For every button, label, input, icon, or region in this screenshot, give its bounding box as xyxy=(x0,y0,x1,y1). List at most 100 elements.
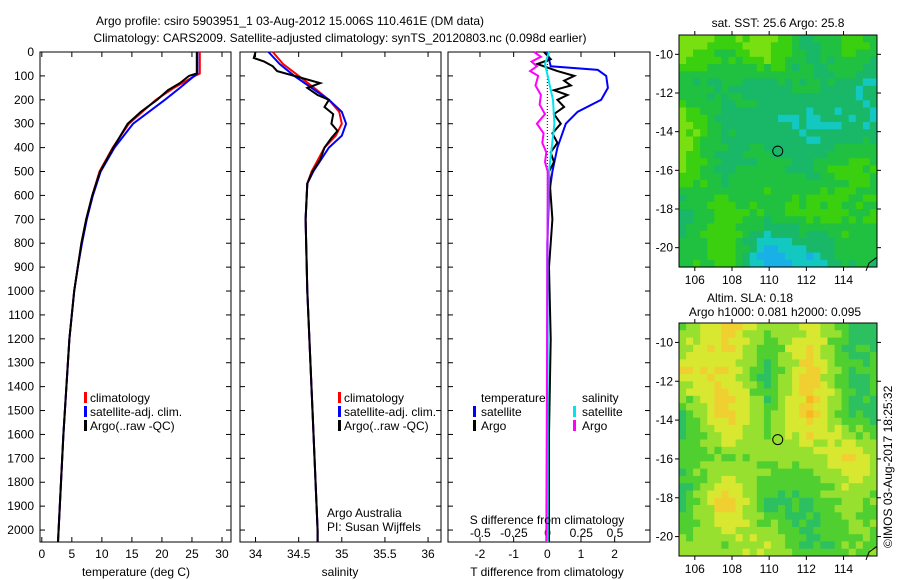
map-cell xyxy=(862,359,871,368)
map-cell xyxy=(841,461,850,470)
map-cell xyxy=(728,468,737,477)
map-cell xyxy=(841,534,850,542)
map-cell xyxy=(749,107,758,116)
x-tick-label: 25 xyxy=(185,547,199,561)
map-cell xyxy=(763,366,772,375)
map-cell xyxy=(721,85,729,94)
map-cell xyxy=(813,388,821,397)
map-cell xyxy=(827,122,836,130)
map-cell xyxy=(756,366,765,375)
map-cell xyxy=(714,381,722,390)
map-cell xyxy=(707,475,715,484)
map-cell xyxy=(806,388,814,397)
map-cell xyxy=(799,172,807,181)
map-cell xyxy=(820,114,828,123)
map-cell xyxy=(778,403,786,411)
map-cell xyxy=(785,366,793,375)
map-cell xyxy=(707,512,715,521)
map-cell xyxy=(869,100,878,109)
map-cell xyxy=(834,424,843,433)
map-cell xyxy=(756,245,765,254)
map-cell xyxy=(848,475,857,484)
map-cell xyxy=(700,201,708,210)
x-tick-label: 2 xyxy=(611,547,618,561)
map-cell xyxy=(785,180,793,188)
map-cell xyxy=(735,461,744,470)
map-cell xyxy=(763,432,772,440)
map-cell xyxy=(785,49,793,58)
map-cell xyxy=(763,519,772,528)
map-cell xyxy=(707,374,715,382)
x2-tick-label: 0.5 xyxy=(607,526,624,540)
map-cell xyxy=(756,534,765,542)
map-cell xyxy=(735,56,744,65)
map-cell xyxy=(686,403,694,411)
map-cell xyxy=(792,330,800,339)
map-cell xyxy=(679,519,687,528)
map-cell xyxy=(721,541,729,550)
map-cell xyxy=(749,122,758,130)
map-cell xyxy=(700,187,708,196)
map-cell xyxy=(820,512,828,521)
map-cell xyxy=(763,187,772,196)
map-cell xyxy=(813,129,821,138)
map-cell xyxy=(820,526,828,535)
map-cell xyxy=(742,330,751,339)
map-cell xyxy=(721,483,729,491)
map-cell xyxy=(869,483,878,491)
map-cell xyxy=(820,172,828,181)
map-cell xyxy=(700,417,708,426)
map-cell xyxy=(693,223,701,232)
map-cell xyxy=(679,337,687,346)
map-cell xyxy=(756,194,765,203)
map-cell xyxy=(778,359,786,368)
map-cell xyxy=(841,323,850,331)
map-cell xyxy=(679,526,687,535)
map-cell xyxy=(693,107,701,116)
map-cell xyxy=(707,245,715,254)
map-cell xyxy=(749,395,758,404)
map-cell xyxy=(869,165,878,174)
map-cell xyxy=(806,403,814,411)
map-cell xyxy=(714,71,722,80)
map-cell xyxy=(707,151,715,159)
map-cell xyxy=(841,366,850,375)
map-cell xyxy=(834,381,843,390)
map-cell xyxy=(778,136,786,145)
map-cell xyxy=(813,42,821,51)
map-cell xyxy=(813,330,821,339)
map-cell xyxy=(728,483,737,491)
map-cell xyxy=(756,114,765,123)
map-cell xyxy=(728,505,737,513)
map-cell xyxy=(848,505,857,513)
map-cell xyxy=(799,114,807,123)
map-cell xyxy=(778,259,786,268)
map-cell xyxy=(714,468,722,477)
map-cell xyxy=(862,78,871,87)
map-cell xyxy=(749,432,758,440)
map-cell xyxy=(721,129,729,138)
map-cell xyxy=(770,374,779,382)
map-cell xyxy=(735,344,744,353)
map-cell xyxy=(749,323,758,331)
map-cell xyxy=(778,56,786,65)
map-cell xyxy=(827,151,836,159)
map-cell xyxy=(756,165,765,174)
map-cell xyxy=(792,432,800,440)
map-cell xyxy=(869,548,878,557)
map-cell xyxy=(841,505,850,513)
map-cell xyxy=(785,56,793,65)
map-cell xyxy=(700,64,708,72)
map-cell xyxy=(799,252,807,261)
map-cell xyxy=(763,541,772,550)
map-cell xyxy=(827,374,836,382)
map-cell xyxy=(700,461,708,470)
map-cell xyxy=(848,35,857,43)
map-cell xyxy=(799,187,807,196)
map-cell xyxy=(827,366,836,375)
map-cell xyxy=(700,78,708,87)
map-cell xyxy=(679,114,687,123)
map-cell xyxy=(763,71,772,80)
map-cell xyxy=(707,107,715,116)
map-cell xyxy=(862,512,871,521)
